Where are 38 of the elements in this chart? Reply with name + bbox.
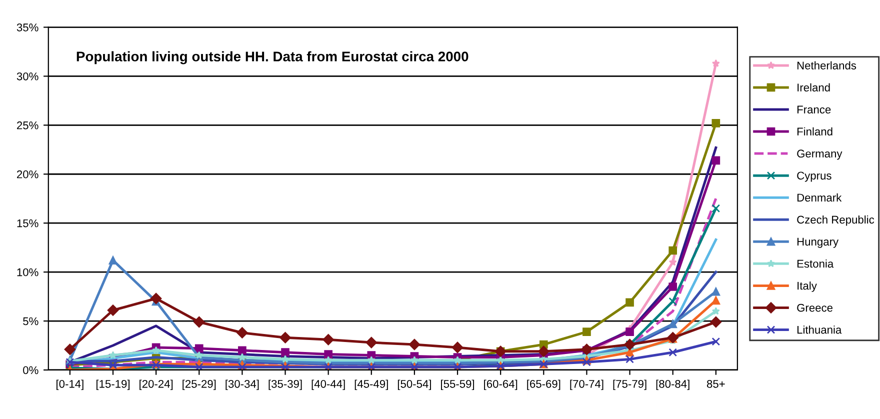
y-tick-label: 30% [16, 72, 38, 80]
legend-label: Germany [797, 150, 842, 160]
y-tick-label: 5% [23, 317, 38, 326]
y-tick-label: 15% [17, 219, 38, 228]
x-tick-label: 85+ [706, 380, 725, 388]
legend-label: Ireland [798, 83, 830, 92]
x-tick-label: [65-69] [527, 380, 560, 390]
x-tick-label: [25-29] [182, 380, 216, 390]
x-tick-label: [40-44] [312, 380, 345, 390]
y-tick-label: 25% [17, 121, 38, 130]
legend-label: Netherlands [797, 61, 856, 70]
legend-label: Greece [797, 304, 832, 312]
legend-label: Finland [797, 127, 832, 136]
legend-label: Italy [798, 282, 817, 292]
x-tick-label: [30-34] [226, 380, 259, 390]
legend-label: Estonia [797, 260, 834, 268]
y-tick-label: 20% [17, 170, 38, 178]
x-tick-label: [20-24] [140, 380, 173, 390]
legend-label: Cyprus [797, 172, 832, 182]
legend-label: Denmark [797, 193, 842, 202]
x-tick-label: [15-19] [96, 380, 130, 390]
x-tick-label: [75-79] [613, 380, 646, 390]
x-tick-label: [80-84] [656, 380, 690, 390]
x-tick-label: [70-74] [570, 380, 604, 390]
y-tick-label: 35% [16, 24, 38, 32]
x-tick-label: [45-49] [354, 380, 388, 390]
x-tick-label: [50-54] [398, 380, 431, 390]
x-tick-label: [60-64] [484, 380, 518, 390]
legend-label: Czech Republic [797, 215, 874, 226]
x-tick-label: [0-14] [56, 380, 84, 390]
x-tick-label: [35-39] [268, 380, 302, 390]
legend-label: France [797, 106, 831, 114]
legend-label: Hungary [797, 238, 839, 248]
y-tick-label: 0% [23, 366, 38, 374]
y-tick-label: 10% [17, 268, 38, 276]
text: Population living outside HH. Data from Eurostat circa 2000 [76, 51, 468, 64]
legend-label: Lithuania [797, 326, 842, 334]
x-tick-label: [55-59] [441, 380, 474, 390]
